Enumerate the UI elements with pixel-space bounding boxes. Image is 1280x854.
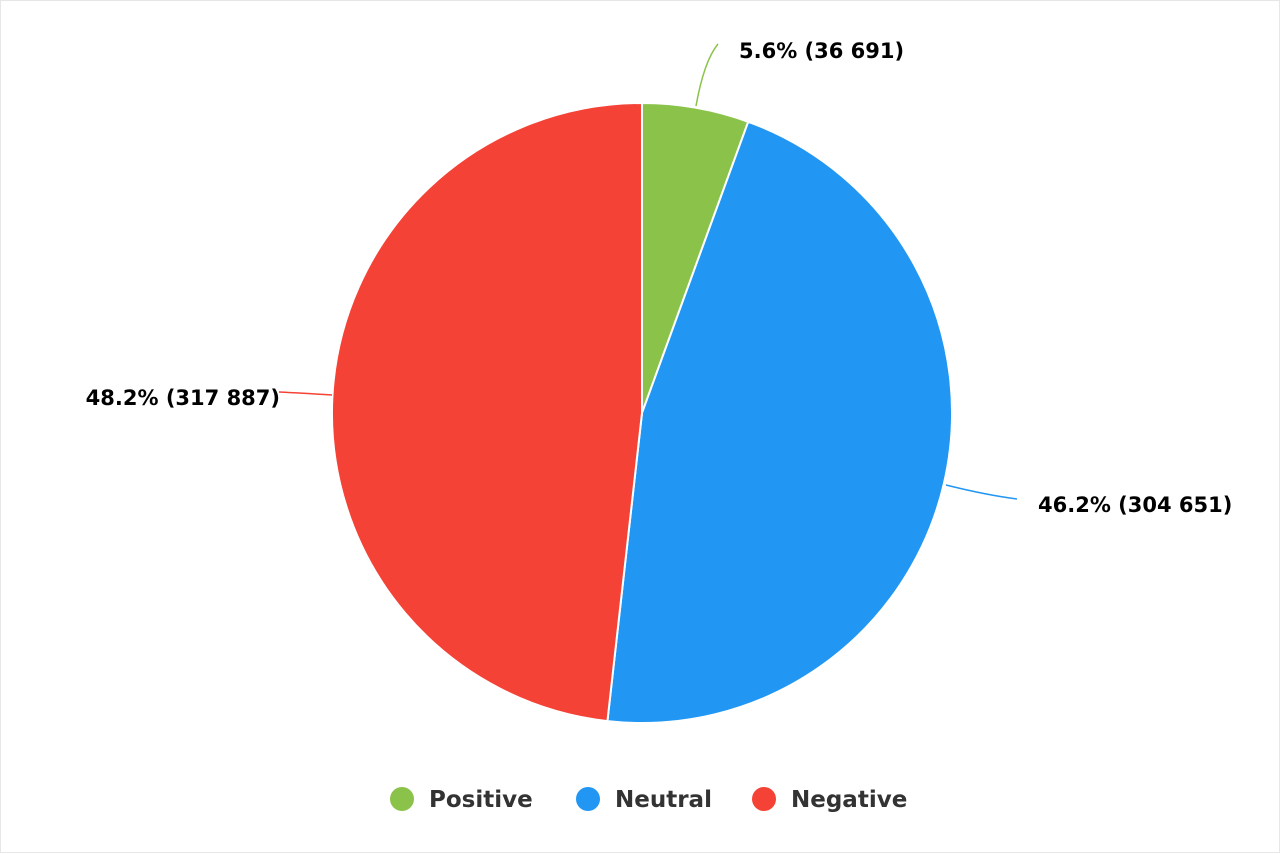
label-connectors	[278, 43, 1018, 500]
data-labels: 5.6% (36 691) 46.2% (304 651) 48.2% (317 8…	[86, 39, 1233, 517]
legend: Positive Neutral Negative	[390, 787, 907, 813]
legend-item-positive[interactable]: Positive	[390, 787, 533, 813]
data-label-neutral: 46.2% (304 651)	[1038, 493, 1232, 517]
legend-label-positive: Positive	[429, 787, 533, 813]
legend-label-neutral: Neutral	[615, 787, 712, 813]
data-label-negative: 48.2% (317 887)	[86, 386, 280, 410]
pie-slice-neutral[interactable]	[606, 120, 954, 724]
legend-label-negative: Negative	[791, 787, 907, 813]
legend-item-neutral[interactable]: Neutral	[576, 787, 712, 813]
legend-marker-negative	[752, 787, 776, 811]
legend-marker-positive	[390, 787, 414, 811]
connector-negative	[278, 391, 333, 396]
pie-slice-negative[interactable]	[330, 102, 643, 723]
legend-marker-neutral	[576, 787, 600, 811]
pie-slices	[330, 102, 954, 724]
legend-item-negative[interactable]: Negative	[752, 787, 907, 813]
connector-positive	[695, 43, 719, 107]
connector-neutral	[945, 484, 1018, 500]
data-label-positive: 5.6% (36 691)	[739, 39, 904, 63]
